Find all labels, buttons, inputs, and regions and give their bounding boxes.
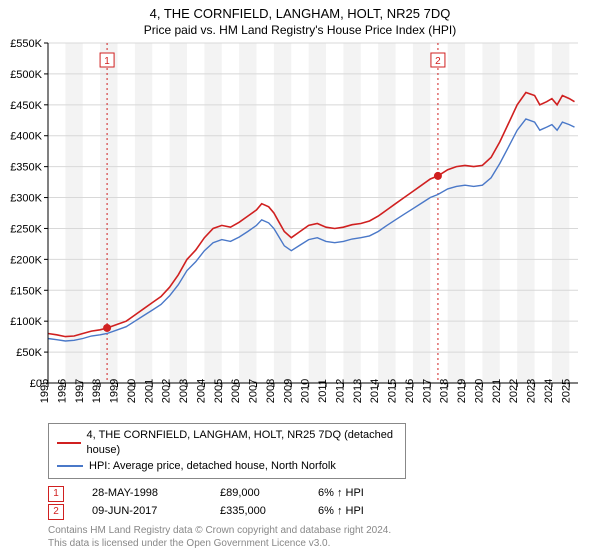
x-tick-label: 2001 — [143, 379, 155, 403]
sale-event-row: 1 28-MAY-1998 £89,000 6% ↑ HPI — [48, 485, 600, 503]
x-tick-label: 2016 — [404, 379, 416, 403]
event-marker: 1 — [104, 56, 110, 67]
x-tick-label: 2022 — [508, 379, 520, 403]
legend: 4, THE CORNFIELD, LANGHAM, HOLT, NR25 7D… — [48, 423, 406, 479]
x-tick-label: 2008 — [265, 379, 277, 403]
footer-attribution: Contains HM Land Registry data © Crown c… — [48, 524, 600, 550]
y-tick-label: £450K — [10, 100, 42, 112]
x-tick-label: 2023 — [526, 379, 538, 403]
y-tick-label: £250K — [10, 223, 42, 235]
y-tick-label: £300K — [10, 193, 42, 205]
event-hpi: 6% ↑ HPI — [318, 485, 398, 503]
legend-label: HPI: Average price, detached house, Nort… — [89, 459, 336, 474]
chart-area: £0£50K£100K£150K£200K£250K£300K£350K£400… — [0, 37, 600, 417]
x-tick-label: 2007 — [248, 379, 260, 403]
x-tick-label: 2005 — [213, 379, 225, 403]
x-tick-label: 2010 — [300, 379, 312, 403]
y-tick-label: £500K — [10, 69, 42, 81]
y-tick-label: £200K — [10, 254, 42, 266]
legend-item: 4, THE CORNFIELD, LANGHAM, HOLT, NR25 7D… — [57, 428, 397, 459]
x-tick-label: 2004 — [195, 379, 207, 403]
x-tick-label: 1997 — [74, 379, 86, 403]
x-tick-label: 1998 — [91, 379, 103, 403]
y-tick-label: £350K — [10, 162, 42, 174]
x-tick-label: 2009 — [282, 379, 294, 403]
event-price: £335,000 — [220, 503, 290, 521]
x-tick-label: 2014 — [369, 379, 381, 403]
x-tick-label: 2013 — [352, 379, 364, 403]
x-tick-label: 2000 — [126, 379, 138, 403]
event-date: 28-MAY-1998 — [92, 485, 192, 503]
x-tick-label: 2017 — [421, 379, 433, 403]
legend-swatch — [57, 465, 83, 467]
event-date: 09-JUN-2017 — [92, 503, 192, 521]
chart-title-2: Price paid vs. HM Land Registry's House … — [0, 23, 600, 37]
legend-label: 4, THE CORNFIELD, LANGHAM, HOLT, NR25 7D… — [87, 428, 397, 459]
legend-item: HPI: Average price, detached house, Nort… — [57, 459, 397, 474]
x-tick-label: 2015 — [387, 379, 399, 403]
event-marker: 2 — [435, 56, 441, 67]
x-tick-label: 2024 — [543, 379, 555, 403]
x-tick-label: 2025 — [560, 379, 572, 403]
footer-line-2: This data is licensed under the Open Gov… — [48, 537, 600, 550]
x-tick-label: 1995 — [39, 379, 51, 403]
legend-swatch — [57, 442, 81, 444]
event-price: £89,000 — [220, 485, 290, 503]
y-tick-label: £400K — [10, 131, 42, 143]
y-tick-label: £550K — [10, 38, 42, 50]
x-tick-label: 2020 — [473, 379, 485, 403]
chart-title-1: 4, THE CORNFIELD, LANGHAM, HOLT, NR25 7D… — [0, 6, 600, 21]
x-tick-label: 2021 — [491, 379, 503, 403]
x-tick-label: 2018 — [439, 379, 451, 403]
sale-event-row: 2 09-JUN-2017 £335,000 6% ↑ HPI — [48, 503, 600, 521]
sale-events-table: 1 28-MAY-1998 £89,000 6% ↑ HPI 2 09-JUN-2017 £… — [48, 485, 600, 520]
x-tick-label: 2002 — [161, 379, 173, 403]
y-tick-label: £150K — [10, 285, 42, 297]
event-marker-box: 1 — [48, 486, 64, 502]
x-tick-label: 1996 — [56, 379, 68, 403]
x-tick-label: 2006 — [230, 379, 242, 403]
y-tick-label: £50K — [16, 347, 42, 359]
x-tick-label: 2012 — [334, 379, 346, 403]
x-tick-label: 1999 — [109, 379, 121, 403]
footer-line-1: Contains HM Land Registry data © Crown c… — [48, 524, 600, 537]
y-tick-label: £100K — [10, 316, 42, 328]
event-hpi: 6% ↑ HPI — [318, 503, 398, 521]
x-tick-label: 2019 — [456, 379, 468, 403]
event-marker-box: 2 — [48, 504, 64, 520]
x-tick-label: 2003 — [178, 379, 190, 403]
